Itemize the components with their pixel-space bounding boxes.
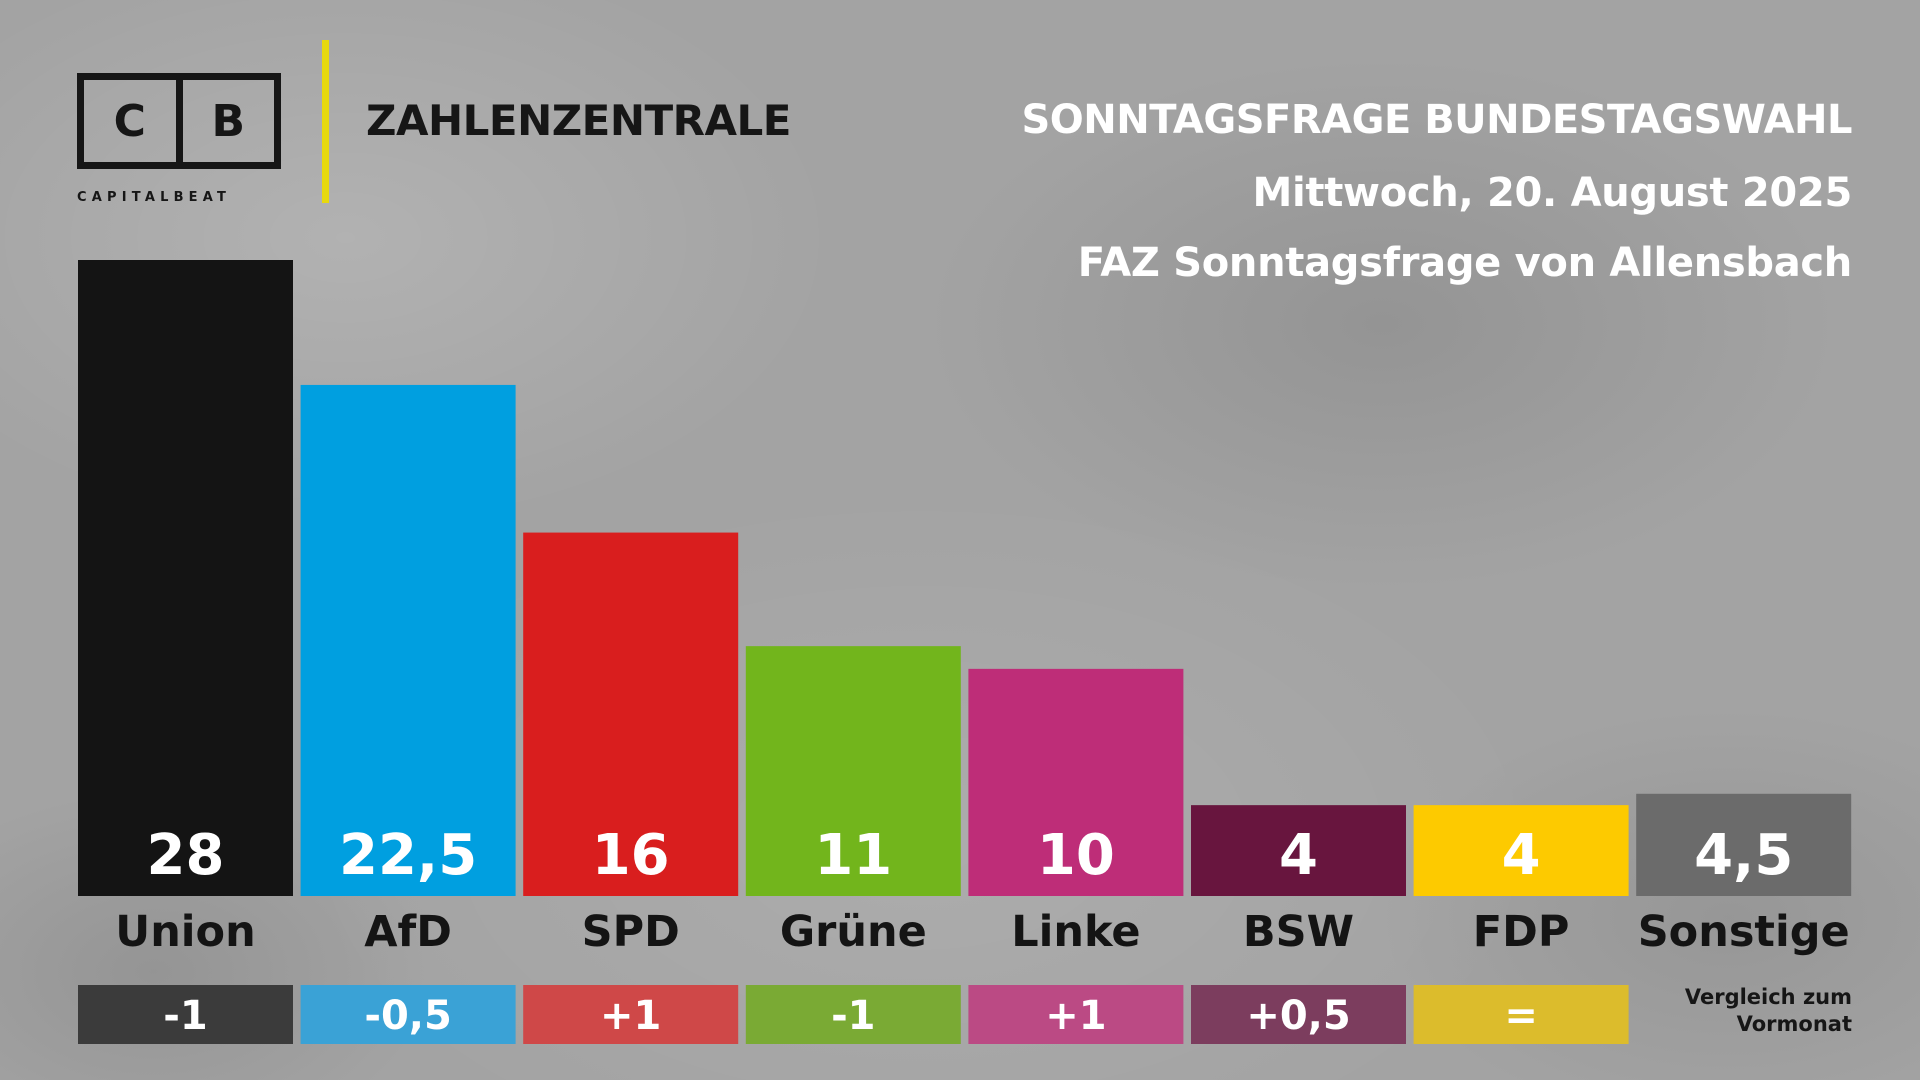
bars-layer: 28 22,5 16 11 10 4 4 4,5: [78, 260, 1852, 896]
bar-value-afd: 22,5: [339, 823, 477, 888]
logo-wordmark: CAPITALBEAT: [77, 190, 232, 205]
comparison-note-line2: Vormonat: [1736, 1012, 1852, 1036]
bar-value-gruene: 11: [814, 823, 892, 888]
change-box-gruene: [745, 985, 961, 1044]
change-value-linke: +1: [1045, 993, 1106, 1039]
change-value-afd: -0,5: [364, 993, 451, 1039]
capitalbeat-logo: C B: [77, 73, 281, 169]
change-value-fdp: =: [1504, 993, 1538, 1039]
change-box-linke: [968, 985, 1184, 1044]
category-label-fdp: FDP: [1473, 907, 1570, 957]
bar-value-fdp: 4: [1502, 823, 1541, 888]
change-box-spd: [523, 985, 739, 1044]
bar-spd: [523, 532, 739, 896]
bar-linke: [968, 668, 1184, 896]
brand-title: ZAHLENZENTRALE: [366, 96, 791, 145]
bar-bsw: [1191, 805, 1406, 896]
bar-value-union: 28: [147, 823, 225, 888]
category-label-linke: Linke: [1011, 907, 1140, 957]
change-box-bsw: [1191, 985, 1406, 1044]
comparison-note-line1: Vergleich zum: [1684, 985, 1852, 1009]
header-divider: [322, 40, 329, 203]
comparison-note: Vergleich zum Vormonat: [1632, 984, 1852, 1038]
change-value-union: -1: [163, 993, 207, 1039]
change-value-gruene: -1: [831, 993, 875, 1039]
category-label-bsw: BSW: [1243, 907, 1354, 957]
bar-sonstige: [1636, 793, 1852, 896]
category-label-sonstige: Sonstige: [1638, 907, 1850, 957]
logo-letter-c: C: [113, 95, 146, 147]
chart-source: FAZ Sonntagsfrage von Allensbach: [1077, 240, 1853, 286]
change-box-union: [78, 985, 293, 1044]
change-value-spd: +1: [600, 993, 661, 1039]
category-label-spd: SPD: [582, 907, 680, 957]
bar-value-bsw: 4: [1279, 823, 1318, 888]
bar-value-linke: 10: [1037, 823, 1115, 888]
change-box-fdp: [1413, 985, 1629, 1044]
change-box-afd: [300, 985, 516, 1044]
bar-union: [78, 260, 293, 896]
bar-gruene: [745, 646, 961, 896]
category-label-union: Union: [115, 907, 255, 957]
category-labels-layer: Union AfD SPD Grüne Linke BSW FDP Sonstige: [115, 907, 1849, 957]
category-label-afd: AfD: [364, 907, 452, 957]
change-value-bsw: +0,5: [1246, 993, 1350, 1039]
chart-date: Mittwoch, 20. August 2025: [1252, 170, 1852, 216]
bar-value-spd: 16: [592, 823, 670, 888]
logo-letter-b: B: [175, 80, 275, 162]
bar-afd: [300, 384, 516, 896]
category-label-gruene: Grüne: [780, 907, 927, 957]
bar-fdp: [1413, 805, 1629, 896]
chart-title: SONNTAGSFRAGE BUNDESTAGSWAHL: [1021, 97, 1852, 143]
changes-layer: -1 -0,5 +1 -1 +1 +0,5 =: [78, 985, 1629, 1044]
bar-value-sonstige: 4,5: [1694, 823, 1793, 888]
